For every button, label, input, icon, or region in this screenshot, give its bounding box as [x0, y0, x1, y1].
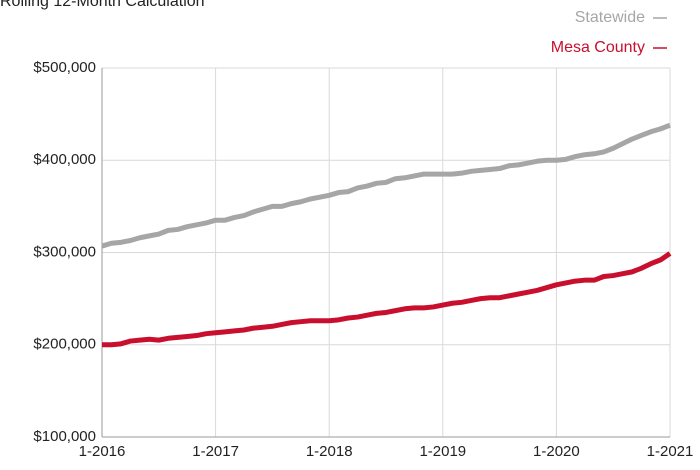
x-tick-label: 1-2017	[192, 443, 239, 460]
x-tick-label: 1-2020	[533, 443, 580, 460]
x-tick-label: 1-2021	[647, 443, 694, 460]
y-tick-label: $100,000	[33, 428, 96, 445]
x-tick-label: 1-2018	[306, 443, 353, 460]
y-tick-label: $500,000	[33, 59, 96, 76]
x-tick-label: 1-2019	[419, 443, 466, 460]
legend-label: Statewide	[575, 9, 645, 26]
y-tick-label: $200,000	[33, 336, 96, 353]
x-tick-label: 1-2016	[79, 443, 126, 460]
y-tick-label: $300,000	[33, 243, 96, 260]
series-line	[102, 251, 672, 348]
legend-label: Mesa County	[551, 39, 645, 56]
series-line	[101, 122, 671, 249]
chart-title: Rolling 12-Month Calculation	[0, 0, 205, 10]
y-tick-label: $400,000	[33, 151, 96, 168]
